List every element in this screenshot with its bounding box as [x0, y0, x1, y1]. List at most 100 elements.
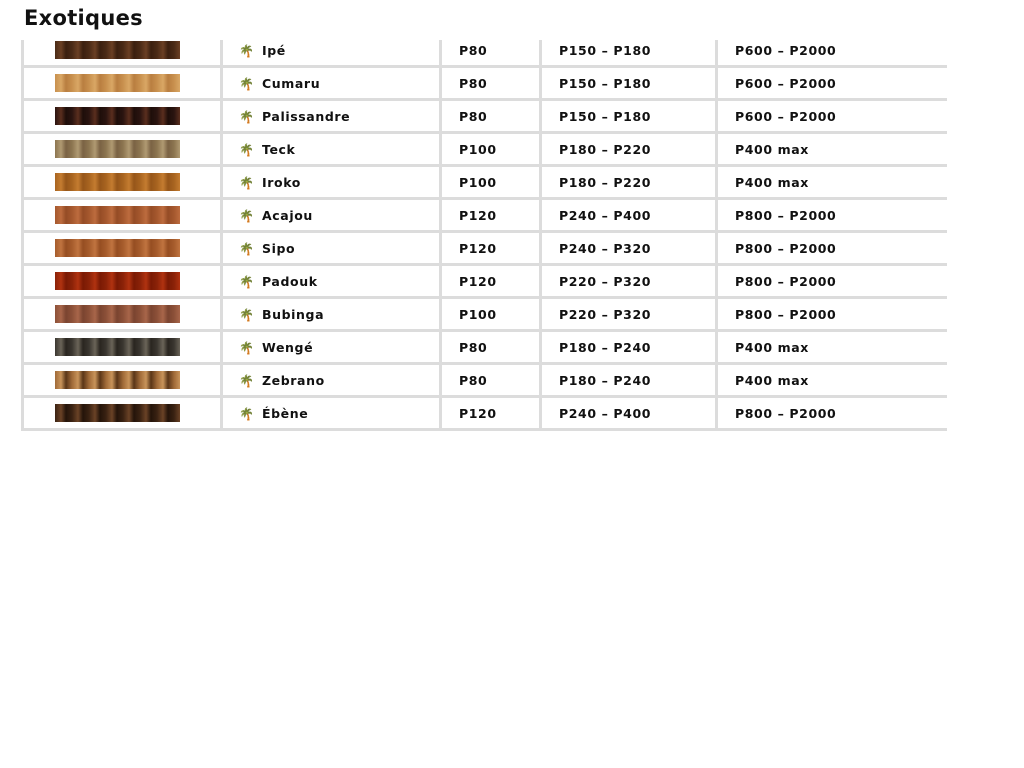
wood-name-cell: 🌴 Iroko	[220, 164, 442, 200]
wood-name: Padouk	[262, 273, 318, 289]
wood-swatch-cell	[21, 230, 223, 266]
grit-intermediate-cell: P180 – P240	[539, 362, 718, 398]
palm-tree-icon: 🌴	[239, 241, 255, 256]
palm-tree-icon: 🌴	[239, 307, 255, 322]
wood-swatch-cell	[21, 197, 223, 233]
palm-tree-icon: 🌴	[239, 340, 255, 355]
wood-swatch	[55, 305, 180, 323]
wood-name-cell: 🌴 Padouk	[220, 263, 442, 299]
palm-tree-icon: 🌴	[239, 109, 255, 124]
grit-intermediate-cell: P180 – P240	[539, 329, 718, 365]
grit-finish-cell: P800 – P2000	[715, 197, 947, 233]
grit-start-cell: P80	[439, 329, 542, 365]
wood-swatch-cell	[21, 131, 223, 167]
grit-finish-cell: P400 max	[715, 131, 947, 167]
grit-intermediate-cell: P150 – P180	[539, 98, 718, 134]
palm-tree-icon: 🌴	[239, 208, 255, 223]
table-row: 🌴 Iroko P100 P180 – P220 P400 max	[21, 164, 947, 200]
table-row: 🌴 Ébène P120 P240 – P400 P800 – P2000	[21, 395, 947, 431]
grit-intermediate-cell: P180 – P220	[539, 164, 718, 200]
grit-start-cell: P100	[439, 164, 542, 200]
wood-name: Sipo	[262, 240, 296, 256]
wood-swatch-cell	[21, 329, 223, 365]
palm-tree-icon: 🌴	[239, 142, 255, 157]
grit-finish-cell: P600 – P2000	[715, 65, 947, 101]
wood-name-cell: 🌴 Zebrano	[220, 362, 442, 398]
wood-swatch	[55, 404, 180, 422]
grit-intermediate-cell: P220 – P320	[539, 263, 718, 299]
wood-swatch	[55, 239, 180, 257]
palm-tree-icon: 🌴	[239, 175, 255, 190]
sanding-table-wrapper: 🌴 Ipé P80 P150 – P180 P600 – P2000 🌴 Cumar…	[21, 40, 947, 466]
palm-tree-icon: 🌴	[239, 406, 255, 421]
grit-intermediate-cell: P240 – P400	[539, 395, 718, 431]
wood-name-cell: 🌴 Palissandre	[220, 98, 442, 134]
grit-intermediate-cell: P240 – P400	[539, 197, 718, 233]
wood-name-cell: 🌴 Acajou	[220, 197, 442, 233]
palm-tree-icon: 🌴	[239, 76, 255, 91]
wood-name: Palissandre	[262, 108, 351, 124]
wood-name: Iroko	[262, 174, 301, 190]
grit-intermediate-cell: P240 – P320	[539, 230, 718, 266]
wood-name: Ipé	[262, 42, 286, 58]
grit-start-cell: P80	[439, 40, 542, 68]
grit-intermediate-cell: P220 – P320	[539, 296, 718, 332]
table-row: 🌴 Palissandre P80 P150 – P180 P600 – P200…	[21, 98, 947, 134]
wood-swatch	[55, 173, 180, 191]
wood-swatch-cell	[21, 98, 223, 134]
section-heading: Exotiques	[24, 6, 143, 30]
grit-finish-cell: P800 – P2000	[715, 230, 947, 266]
wood-swatch	[55, 272, 180, 290]
wood-swatch	[55, 371, 180, 389]
grit-finish-cell: P800 – P2000	[715, 263, 947, 299]
table-row: 🌴 Acajou P120 P240 – P400 P800 – P2000	[21, 197, 947, 233]
wood-name-cell: 🌴 Teck	[220, 131, 442, 167]
grit-finish-cell: P600 – P2000	[715, 40, 947, 68]
wood-swatch-cell	[21, 65, 223, 101]
table-row: 🌴 Ipé P80 P150 – P180 P600 – P2000	[21, 40, 947, 68]
wood-swatch-cell	[21, 296, 223, 332]
grit-start-cell: P120	[439, 263, 542, 299]
table-row: 🌴 Bubinga P100 P220 – P320 P800 – P2000	[21, 296, 947, 332]
wood-name: Cumaru	[262, 75, 321, 91]
wood-swatch-cell	[21, 164, 223, 200]
grit-finish-cell: P400 max	[715, 362, 947, 398]
grit-intermediate-cell: P150 – P180	[539, 65, 718, 101]
grit-finish-cell: P800 – P2000	[715, 296, 947, 332]
grit-start-cell: P100	[439, 131, 542, 167]
wood-name: Bubinga	[262, 306, 325, 322]
wood-name: Teck	[262, 141, 296, 157]
table-row: 🌴 Padouk P120 P220 – P320 P800 – P2000	[21, 263, 947, 299]
grit-finish-cell: P400 max	[715, 164, 947, 200]
wood-name-cell: 🌴 Bubinga	[220, 296, 442, 332]
wood-name-cell: 🌴 Ébène	[220, 395, 442, 431]
wood-swatch	[55, 74, 180, 92]
grit-start-cell: P100	[439, 296, 542, 332]
wood-swatch	[55, 41, 180, 59]
wood-name: Ébène	[262, 405, 309, 421]
wood-name: Zebrano	[262, 372, 325, 388]
grit-start-cell: P80	[439, 65, 542, 101]
grit-start-cell: P120	[439, 197, 542, 233]
grit-start-cell: P80	[439, 362, 542, 398]
wood-swatch-cell	[21, 395, 223, 431]
wood-name: Acajou	[262, 207, 313, 223]
table-row: 🌴 Zebrano P80 P180 – P240 P400 max	[21, 362, 947, 398]
wood-swatch	[55, 107, 180, 125]
grit-start-cell: P120	[439, 395, 542, 431]
wood-swatch-cell	[21, 263, 223, 299]
palm-tree-icon: 🌴	[239, 43, 255, 58]
palm-tree-icon: 🌴	[239, 274, 255, 289]
wood-name-cell: 🌴 Sipo	[220, 230, 442, 266]
grit-finish-cell: P800 – P2000	[715, 395, 947, 431]
grit-start-cell: P120	[439, 230, 542, 266]
wood-swatch-cell	[21, 40, 223, 68]
sanding-table: 🌴 Ipé P80 P150 – P180 P600 – P2000 🌴 Cumar…	[21, 40, 947, 431]
wood-name-cell: 🌴 Cumaru	[220, 65, 442, 101]
grit-finish-cell: P400 max	[715, 329, 947, 365]
table-row: 🌴 Sipo P120 P240 – P320 P800 – P2000	[21, 230, 947, 266]
grit-intermediate-cell: P150 – P180	[539, 40, 718, 68]
wood-swatch	[55, 338, 180, 356]
wood-name-cell: 🌴 Ipé	[220, 40, 442, 68]
grit-finish-cell: P600 – P2000	[715, 98, 947, 134]
